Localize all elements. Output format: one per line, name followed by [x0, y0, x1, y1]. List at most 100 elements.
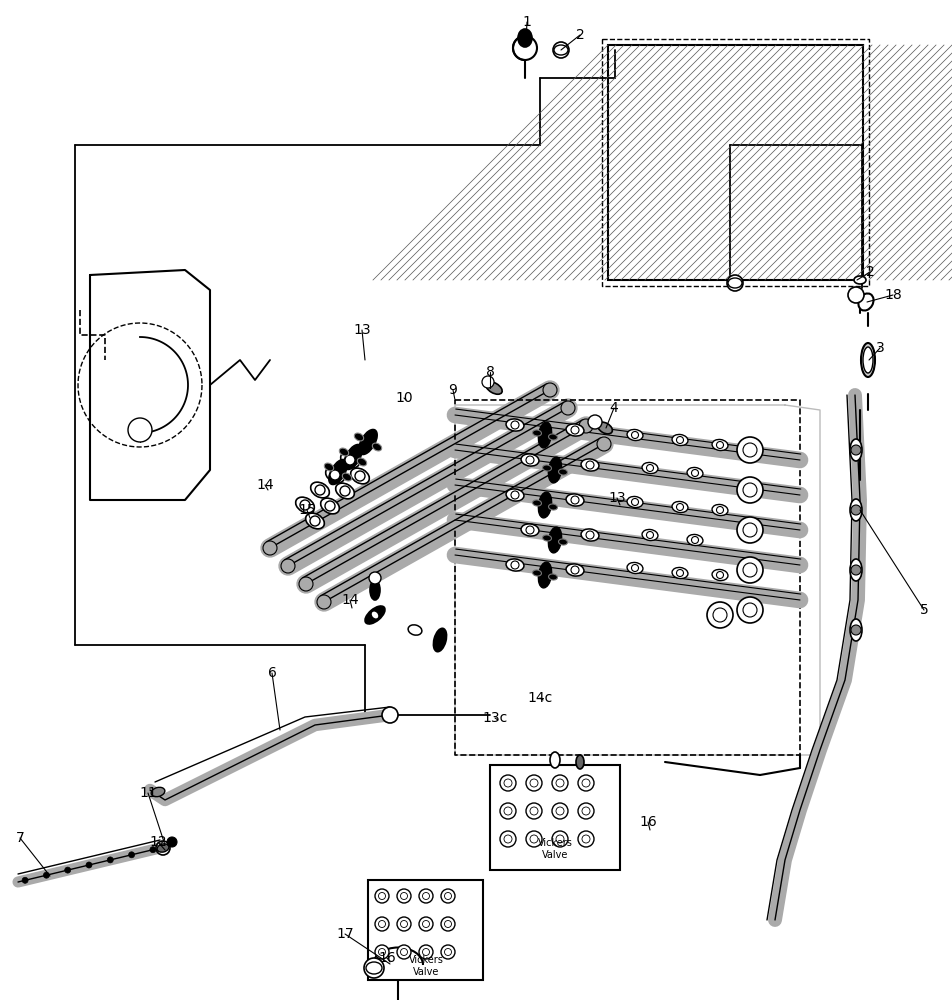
Ellipse shape [566, 424, 584, 436]
Circle shape [317, 595, 331, 609]
Circle shape [379, 892, 386, 900]
Circle shape [108, 857, 113, 863]
Circle shape [379, 948, 386, 956]
Ellipse shape [365, 606, 385, 624]
Circle shape [578, 775, 594, 791]
Ellipse shape [354, 433, 364, 441]
Circle shape [582, 807, 590, 815]
Circle shape [65, 867, 70, 873]
Text: 18: 18 [884, 288, 902, 302]
Bar [490, 765, 620, 870]
Ellipse shape [538, 492, 552, 518]
Circle shape [441, 917, 455, 931]
Circle shape [167, 837, 177, 847]
Ellipse shape [548, 457, 562, 483]
Circle shape [526, 456, 534, 464]
Circle shape [737, 517, 763, 543]
Circle shape [526, 526, 534, 534]
Circle shape [737, 477, 763, 503]
Circle shape [401, 892, 407, 900]
Text: 1: 1 [523, 15, 531, 29]
Circle shape [851, 445, 861, 455]
Text: 14: 14 [256, 478, 274, 492]
Ellipse shape [157, 844, 169, 852]
Circle shape [504, 779, 512, 787]
Circle shape [500, 775, 516, 791]
Circle shape [500, 831, 516, 847]
Circle shape [743, 483, 757, 497]
Circle shape [556, 807, 564, 815]
Circle shape [571, 496, 579, 504]
Ellipse shape [548, 434, 558, 440]
Circle shape [743, 603, 757, 617]
Circle shape [375, 889, 389, 903]
Ellipse shape [581, 459, 599, 471]
Ellipse shape [627, 496, 643, 508]
Circle shape [552, 775, 568, 791]
Ellipse shape [326, 467, 345, 483]
Circle shape [423, 948, 429, 956]
Circle shape [556, 779, 564, 787]
Circle shape [281, 559, 295, 573]
Ellipse shape [581, 529, 599, 541]
Ellipse shape [548, 574, 558, 580]
Circle shape [579, 419, 593, 433]
Ellipse shape [687, 534, 703, 546]
Circle shape [677, 570, 684, 576]
Circle shape [504, 835, 512, 843]
Circle shape [423, 920, 429, 928]
Ellipse shape [642, 462, 658, 474]
Text: Valve: Valve [542, 850, 568, 860]
Circle shape [526, 831, 542, 847]
Circle shape [526, 803, 542, 819]
Circle shape [382, 707, 398, 723]
Circle shape [582, 779, 590, 787]
Text: 2: 2 [865, 265, 874, 279]
Ellipse shape [306, 513, 325, 529]
Polygon shape [140, 337, 188, 433]
Circle shape [423, 892, 429, 900]
Circle shape [848, 287, 864, 303]
Circle shape [530, 779, 538, 787]
Ellipse shape [543, 465, 551, 471]
Ellipse shape [627, 562, 643, 574]
Text: 11: 11 [139, 786, 157, 800]
Text: 13: 13 [608, 491, 625, 505]
Ellipse shape [350, 468, 369, 484]
Circle shape [737, 597, 763, 623]
Ellipse shape [532, 500, 542, 506]
Circle shape [737, 437, 763, 463]
Circle shape [717, 506, 724, 514]
Circle shape [369, 572, 381, 584]
Circle shape [631, 432, 639, 438]
Circle shape [315, 485, 325, 495]
Ellipse shape [850, 559, 862, 581]
Ellipse shape [672, 501, 688, 513]
Text: 5: 5 [920, 603, 928, 617]
Circle shape [445, 948, 451, 956]
Text: 8: 8 [486, 365, 494, 379]
Circle shape [646, 464, 653, 472]
Circle shape [504, 807, 512, 815]
Ellipse shape [559, 539, 567, 545]
Circle shape [379, 920, 386, 928]
Ellipse shape [850, 619, 862, 641]
Circle shape [677, 436, 684, 444]
Circle shape [397, 889, 411, 903]
Ellipse shape [850, 439, 862, 461]
Circle shape [631, 498, 639, 506]
Circle shape [511, 491, 519, 499]
Circle shape [526, 775, 542, 791]
Ellipse shape [521, 524, 539, 536]
Circle shape [582, 835, 590, 843]
Ellipse shape [506, 419, 524, 431]
Ellipse shape [566, 494, 584, 506]
Text: 13c: 13c [483, 711, 507, 725]
Circle shape [561, 401, 575, 415]
Circle shape [571, 426, 579, 434]
Circle shape [511, 421, 519, 429]
Ellipse shape [506, 559, 524, 571]
Ellipse shape [343, 473, 351, 481]
Ellipse shape [538, 422, 552, 448]
Ellipse shape [371, 611, 379, 619]
